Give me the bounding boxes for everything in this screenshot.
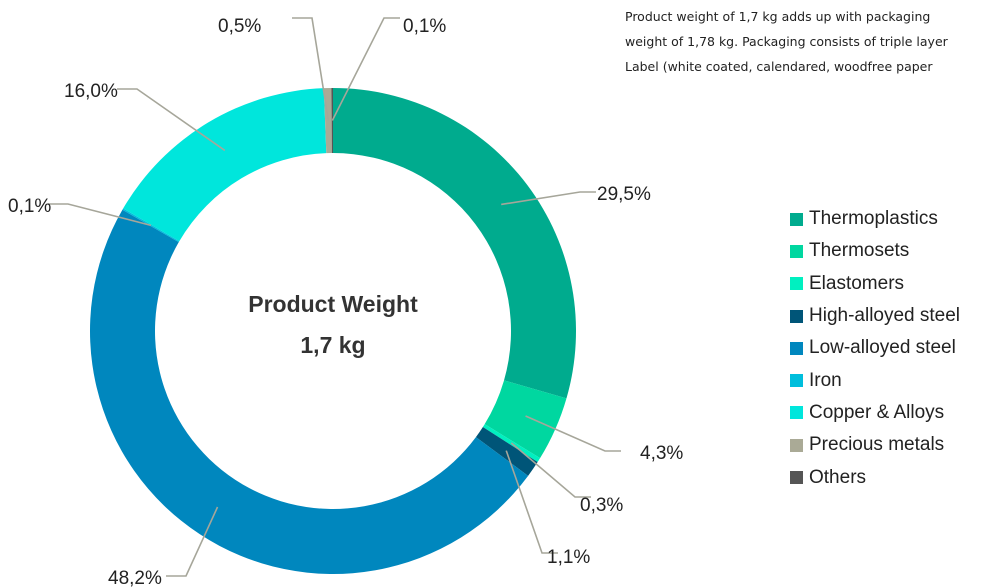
note-line-2: weight of 1,78 kg. Packaging consists of… <box>625 34 948 49</box>
leader-line-low-alloyed-steel <box>166 506 219 577</box>
legend-item-high-alloyed-steel: High-alloyed steel <box>790 300 960 332</box>
legend-item-thermoplastics: Thermoplastics <box>790 203 960 235</box>
data-label-thermoplastics: 29,5% <box>597 184 651 205</box>
data-label-low-alloyed-steel: 48,2% <box>108 568 162 587</box>
donut-slices <box>90 88 576 574</box>
legend-item-low-alloyed-steel: Low-alloyed steel <box>790 332 960 364</box>
center-value: 1,7 kg <box>300 332 365 358</box>
leader-line-thermosets <box>525 415 621 452</box>
slice-others <box>331 88 333 154</box>
legend-label: Iron <box>809 369 842 391</box>
leader-line-others <box>331 17 400 121</box>
center-title: Product Weight <box>248 291 418 317</box>
leader-line-high-alloyed-steel <box>505 450 558 554</box>
data-label-copper-and-alloys: 16,0% <box>64 81 118 102</box>
leader-line-iron <box>48 203 152 227</box>
data-label-high-alloyed-steel: 1,1% <box>547 547 590 568</box>
legend-label: High-alloyed steel <box>809 305 961 327</box>
leader-line-copper-and-alloys <box>117 88 226 152</box>
data-label-elastomers: 0,3% <box>580 495 623 516</box>
slice-low-alloyed-steel <box>90 209 529 574</box>
legend-label: Others <box>809 466 867 488</box>
legend-swatch <box>790 406 803 420</box>
packaging-note: Product weight of 1,7 kg adds up with pa… <box>625 4 997 79</box>
legend-swatch <box>790 438 803 452</box>
legend-swatch <box>790 309 803 323</box>
legend-swatch <box>790 471 803 485</box>
chart-legend: Thermoplastics Thermosets Elastomers High-a… <box>790 203 960 494</box>
legend-item-others: Others <box>790 461 960 493</box>
leader-line-precious-metals <box>292 17 330 121</box>
legend-item-copper-and-alloys: Copper & Alloys <box>790 397 960 429</box>
legend-label: Thermoplastics <box>809 208 938 230</box>
slice-thermosets <box>484 380 567 459</box>
data-label-others: 0,1% <box>403 16 446 37</box>
data-label-iron: 0,1% <box>8 196 51 217</box>
note-line-3: Label (white coated, calendared, woodfre… <box>625 59 933 74</box>
slice-thermoplastics <box>333 88 576 399</box>
legend-swatch <box>790 341 803 355</box>
legend-swatch <box>790 244 803 258</box>
legend-label: Thermosets <box>809 240 910 262</box>
note-line-1: Product weight of 1,7 kg adds up with pa… <box>625 9 931 24</box>
legend-item-iron: Iron <box>790 364 960 396</box>
legend-label: Elastomers <box>809 272 905 294</box>
slice-copper-and-alloys <box>123 88 327 242</box>
legend-swatch <box>790 277 803 291</box>
legend-swatch <box>790 374 803 388</box>
leader-line-elastomers <box>510 442 591 498</box>
leader-line-thermoplastics <box>501 191 596 206</box>
legend-item-thermosets: Thermosets <box>790 235 960 267</box>
leader-lines <box>48 17 621 577</box>
legend-label: Low-alloyed steel <box>809 337 956 359</box>
legend-item-elastomers: Elastomers <box>790 268 960 300</box>
legend-label: Copper & Alloys <box>809 401 945 423</box>
legend-item-precious-metals: Precious metals <box>790 429 960 461</box>
legend-swatch <box>790 212 803 226</box>
legend-label: Precious metals <box>809 434 945 456</box>
data-label-precious-metals: 0,5% <box>218 16 261 37</box>
data-label-thermosets: 4,3% <box>640 443 683 464</box>
data-labels: 29,5% 4,3% 0,3% 1,1% 48,2% 0,1% 16,0% 0,5% 0,1% <box>8 16 683 587</box>
